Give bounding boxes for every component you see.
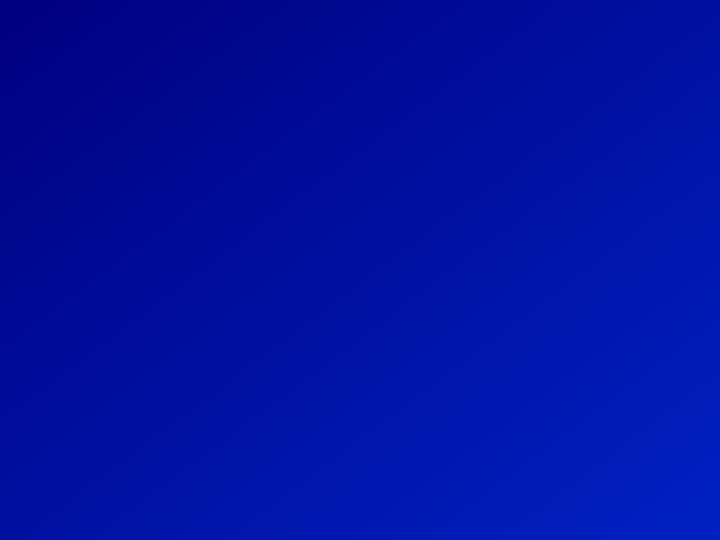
Text: remove user: remove user <box>541 389 603 399</box>
Text: add user: add user <box>472 389 515 399</box>
FancyBboxPatch shape <box>409 268 477 320</box>
Bar <box>40 255 51 264</box>
FancyBboxPatch shape <box>459 368 527 420</box>
Text: typically functional separation: typically functional separation <box>60 247 492 271</box>
Text: parts of application: parts of application <box>60 131 337 155</box>
FancyBboxPatch shape <box>495 179 563 231</box>
Text: management: management <box>497 289 562 299</box>
FancyBboxPatch shape <box>539 368 606 420</box>
Text: hierarchical diagrams ctd.: hierarchical diagrams ctd. <box>58 37 591 71</box>
Bar <box>76 188 85 195</box>
Bar <box>40 139 51 147</box>
Text: info and help: info and help <box>410 289 475 299</box>
FancyBboxPatch shape <box>593 268 661 320</box>
Text: screens or groups of screens: screens or groups of screens <box>94 181 435 202</box>
Text: messages: messages <box>602 289 651 299</box>
FancyBboxPatch shape <box>495 268 563 320</box>
Text: the systems: the systems <box>500 200 559 210</box>
